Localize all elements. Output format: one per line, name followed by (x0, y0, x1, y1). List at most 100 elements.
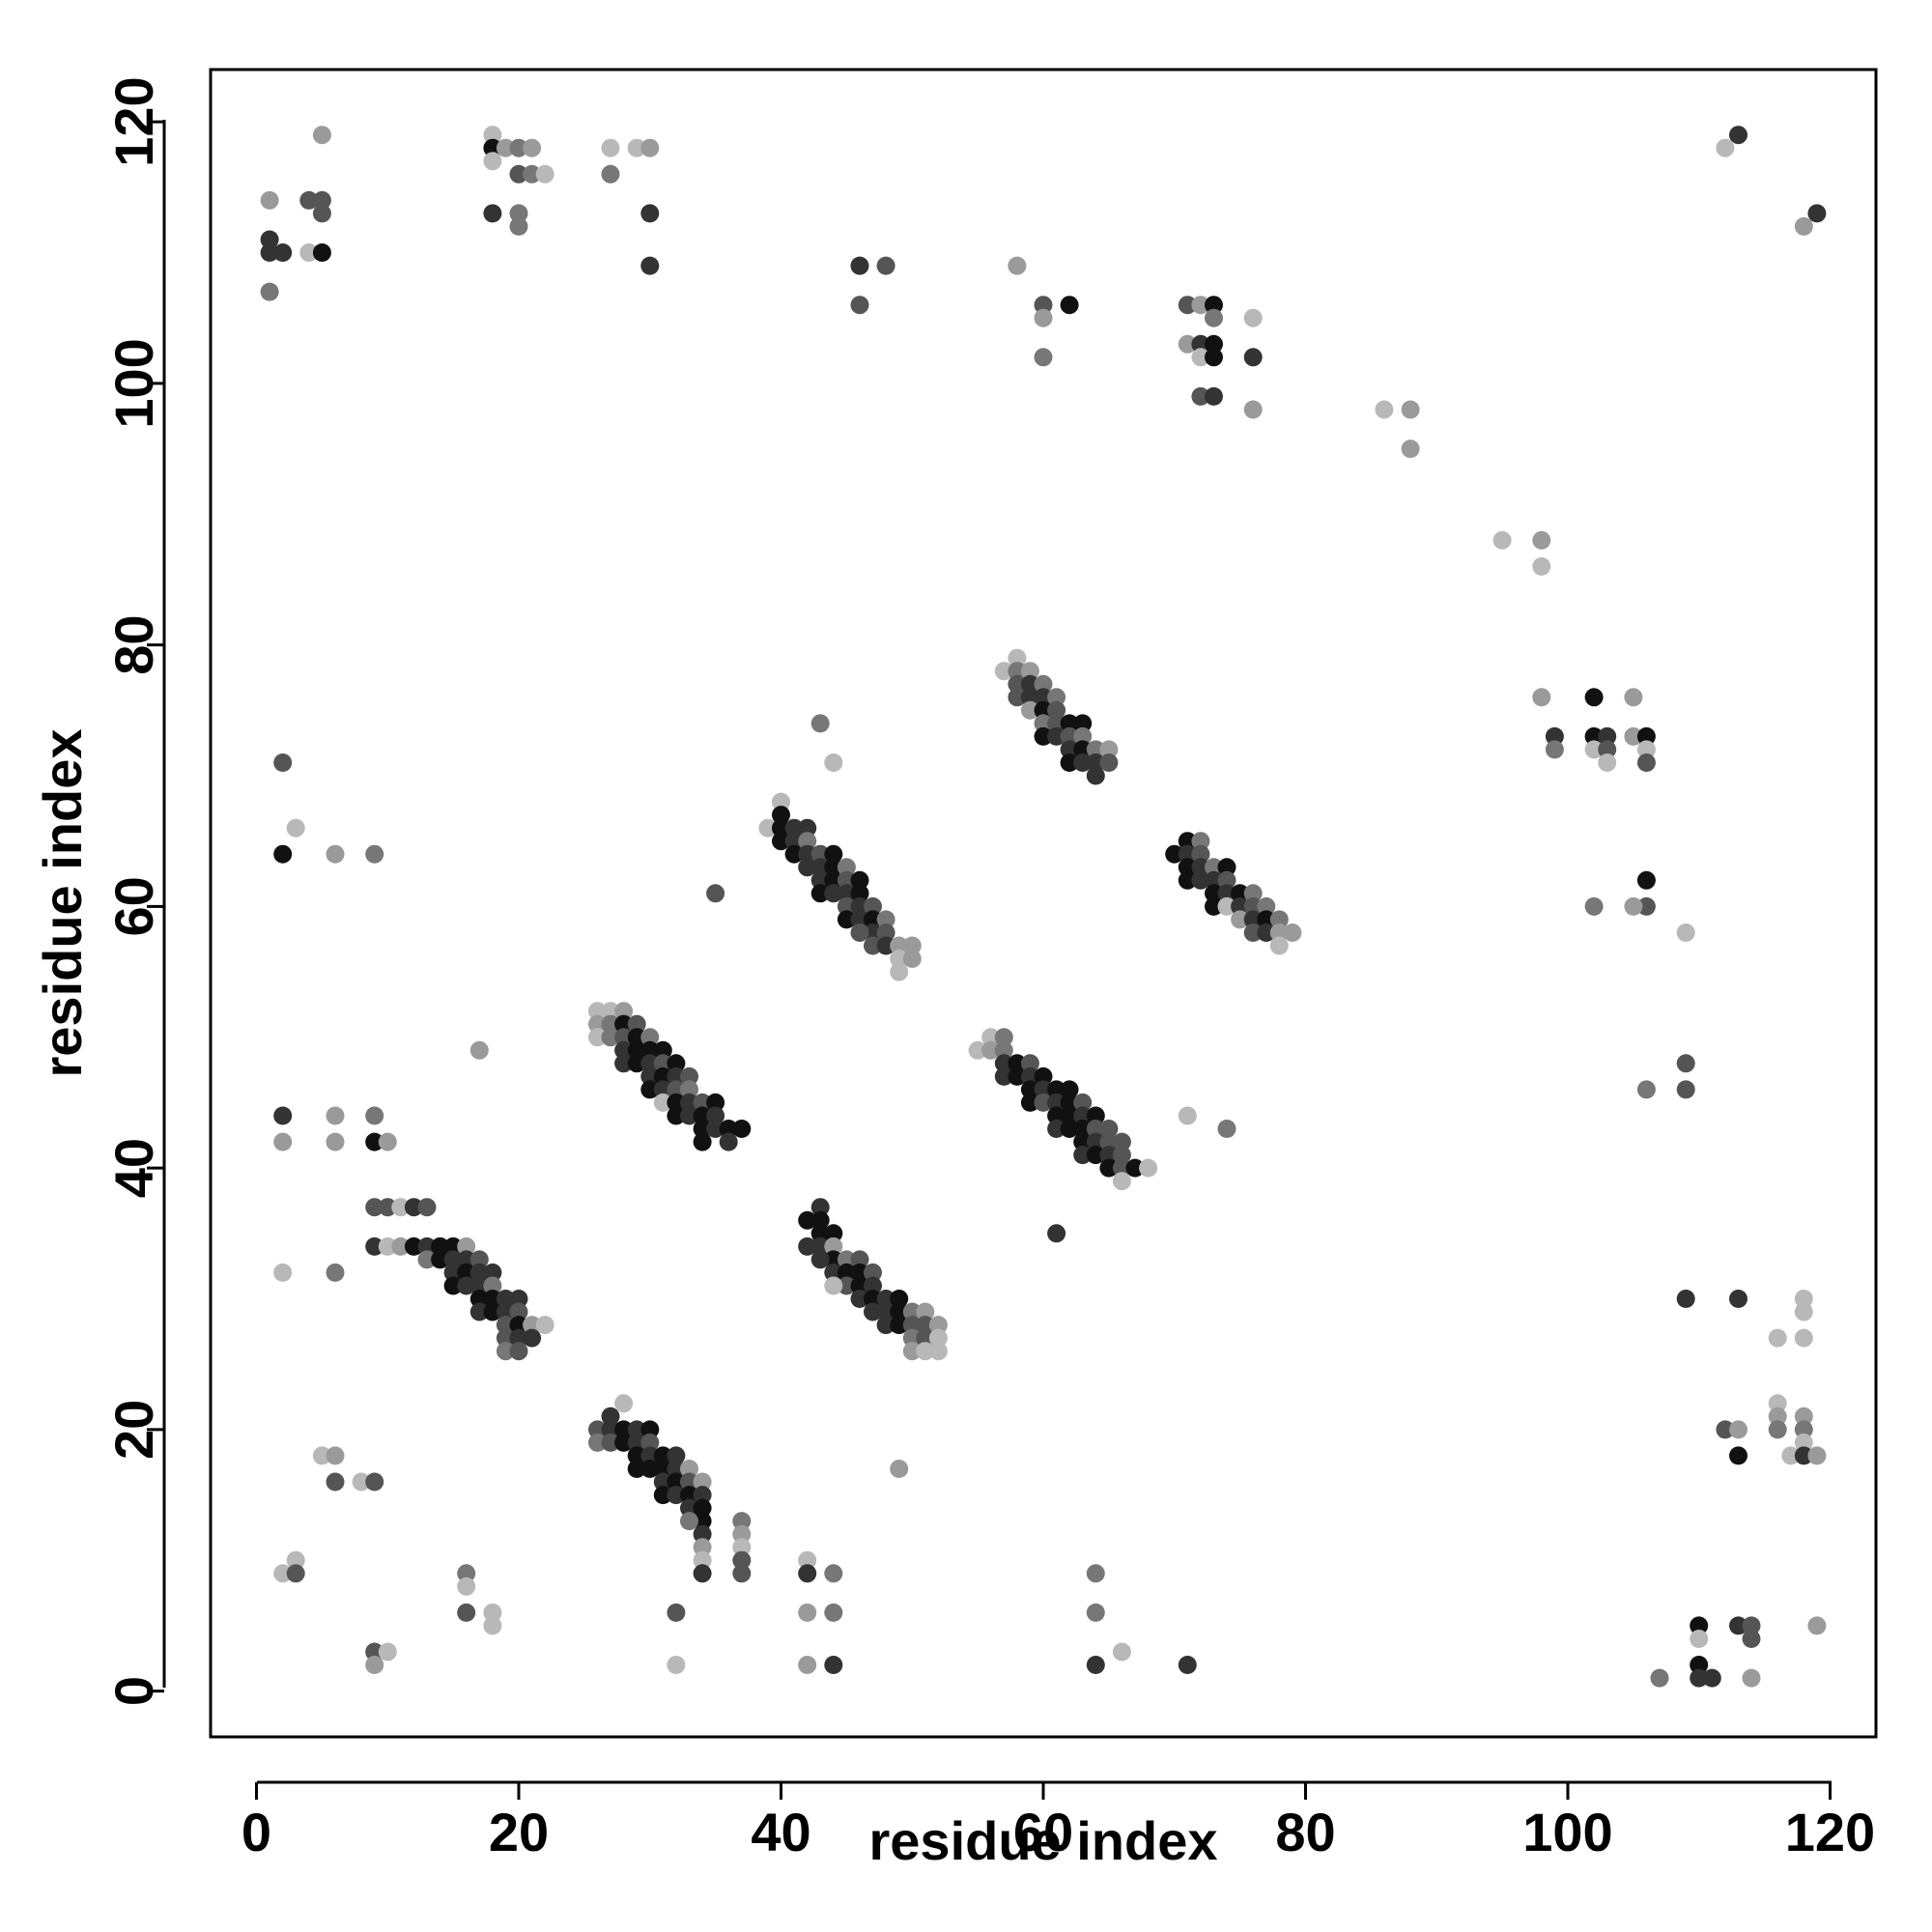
data-point (1794, 1290, 1813, 1308)
data-point (365, 1472, 384, 1492)
data-point (1532, 556, 1551, 576)
data-point (706, 1120, 725, 1138)
data-point (1060, 753, 1079, 772)
data-point (798, 1603, 817, 1622)
data-point (469, 1290, 489, 1308)
data-point (1598, 740, 1617, 759)
data-point (1584, 740, 1604, 759)
data-point (601, 164, 620, 184)
data-point (653, 1486, 672, 1505)
data-point (483, 1290, 502, 1308)
data-point (824, 1236, 843, 1256)
data-point (535, 164, 554, 184)
x-tick-label: 0 (242, 1802, 271, 1862)
data-point (824, 1656, 843, 1674)
data-point (1217, 884, 1236, 903)
data-point (1375, 400, 1394, 419)
data-point (798, 832, 817, 851)
data-point (1243, 884, 1263, 903)
data-point (614, 1054, 634, 1073)
data-point (273, 753, 293, 772)
data-point (1742, 1616, 1761, 1635)
data-point (1545, 726, 1564, 746)
data-point (1047, 688, 1066, 707)
data-point (693, 1538, 712, 1557)
data-point (1178, 1106, 1197, 1125)
data-point (640, 1433, 660, 1452)
data-point (365, 1106, 384, 1125)
data-point (902, 936, 922, 955)
data-point (1060, 740, 1079, 759)
data-point (1532, 688, 1551, 707)
data-point (1231, 910, 1250, 929)
data-point (890, 1460, 909, 1478)
data-point (810, 858, 830, 877)
data-point (1073, 726, 1093, 746)
data-point (1086, 766, 1105, 785)
data-point (1768, 1394, 1787, 1413)
data-point (1636, 870, 1656, 890)
data-point (850, 884, 869, 903)
data-point (1178, 832, 1197, 851)
data-point (1624, 896, 1643, 916)
data-point (1099, 1146, 1119, 1165)
data-point (1047, 726, 1066, 746)
data-point (378, 1132, 397, 1151)
data-point (378, 1642, 397, 1662)
data-point (693, 1486, 712, 1505)
data-point (431, 1250, 450, 1269)
data-point (916, 1316, 935, 1335)
data-point (798, 1236, 817, 1256)
data-point (1205, 308, 1223, 327)
data-point (1768, 1406, 1787, 1426)
data-point (365, 1642, 384, 1662)
data-point (1205, 296, 1223, 315)
data-point (890, 1290, 909, 1308)
y-tick-label: 80 (103, 614, 164, 674)
data-point (1086, 1120, 1105, 1138)
data-point (1716, 1420, 1735, 1439)
data-point (1794, 1420, 1813, 1439)
data-point (496, 1302, 515, 1321)
data-point (640, 1066, 660, 1086)
data-point (824, 1224, 843, 1243)
data-point (798, 818, 817, 838)
data-point (1008, 1066, 1027, 1086)
data-point (1205, 334, 1223, 354)
data-point (864, 923, 882, 942)
plot-frame (209, 68, 1878, 1739)
data-point (902, 950, 922, 968)
data-point (483, 126, 502, 145)
data-point (627, 1014, 646, 1034)
data-point (890, 936, 909, 955)
data-point (523, 1316, 542, 1335)
data-point (850, 1263, 869, 1282)
data-point (1034, 348, 1053, 367)
data-point (496, 138, 515, 157)
data-point (299, 190, 319, 210)
data-point (535, 1316, 554, 1335)
data-point (1086, 1564, 1105, 1583)
data-point (1676, 923, 1695, 942)
data-point (1086, 740, 1105, 759)
data-point (916, 1328, 935, 1348)
data-point (864, 1276, 882, 1295)
data-point (1034, 1066, 1053, 1086)
data-point (417, 1236, 437, 1256)
data-point (706, 884, 725, 903)
data-point (1794, 216, 1813, 236)
data-point (640, 138, 660, 157)
data-point (286, 1564, 305, 1583)
data-point (902, 1342, 922, 1361)
data-point (1034, 726, 1053, 746)
data-point (1401, 440, 1420, 459)
data-point (810, 1224, 830, 1243)
data-point (457, 1250, 476, 1269)
data-point (693, 1132, 712, 1151)
data-point (1073, 740, 1093, 759)
data-point (784, 832, 804, 851)
data-point (680, 1512, 698, 1531)
data-point (994, 662, 1013, 681)
data-point (1060, 1080, 1079, 1099)
